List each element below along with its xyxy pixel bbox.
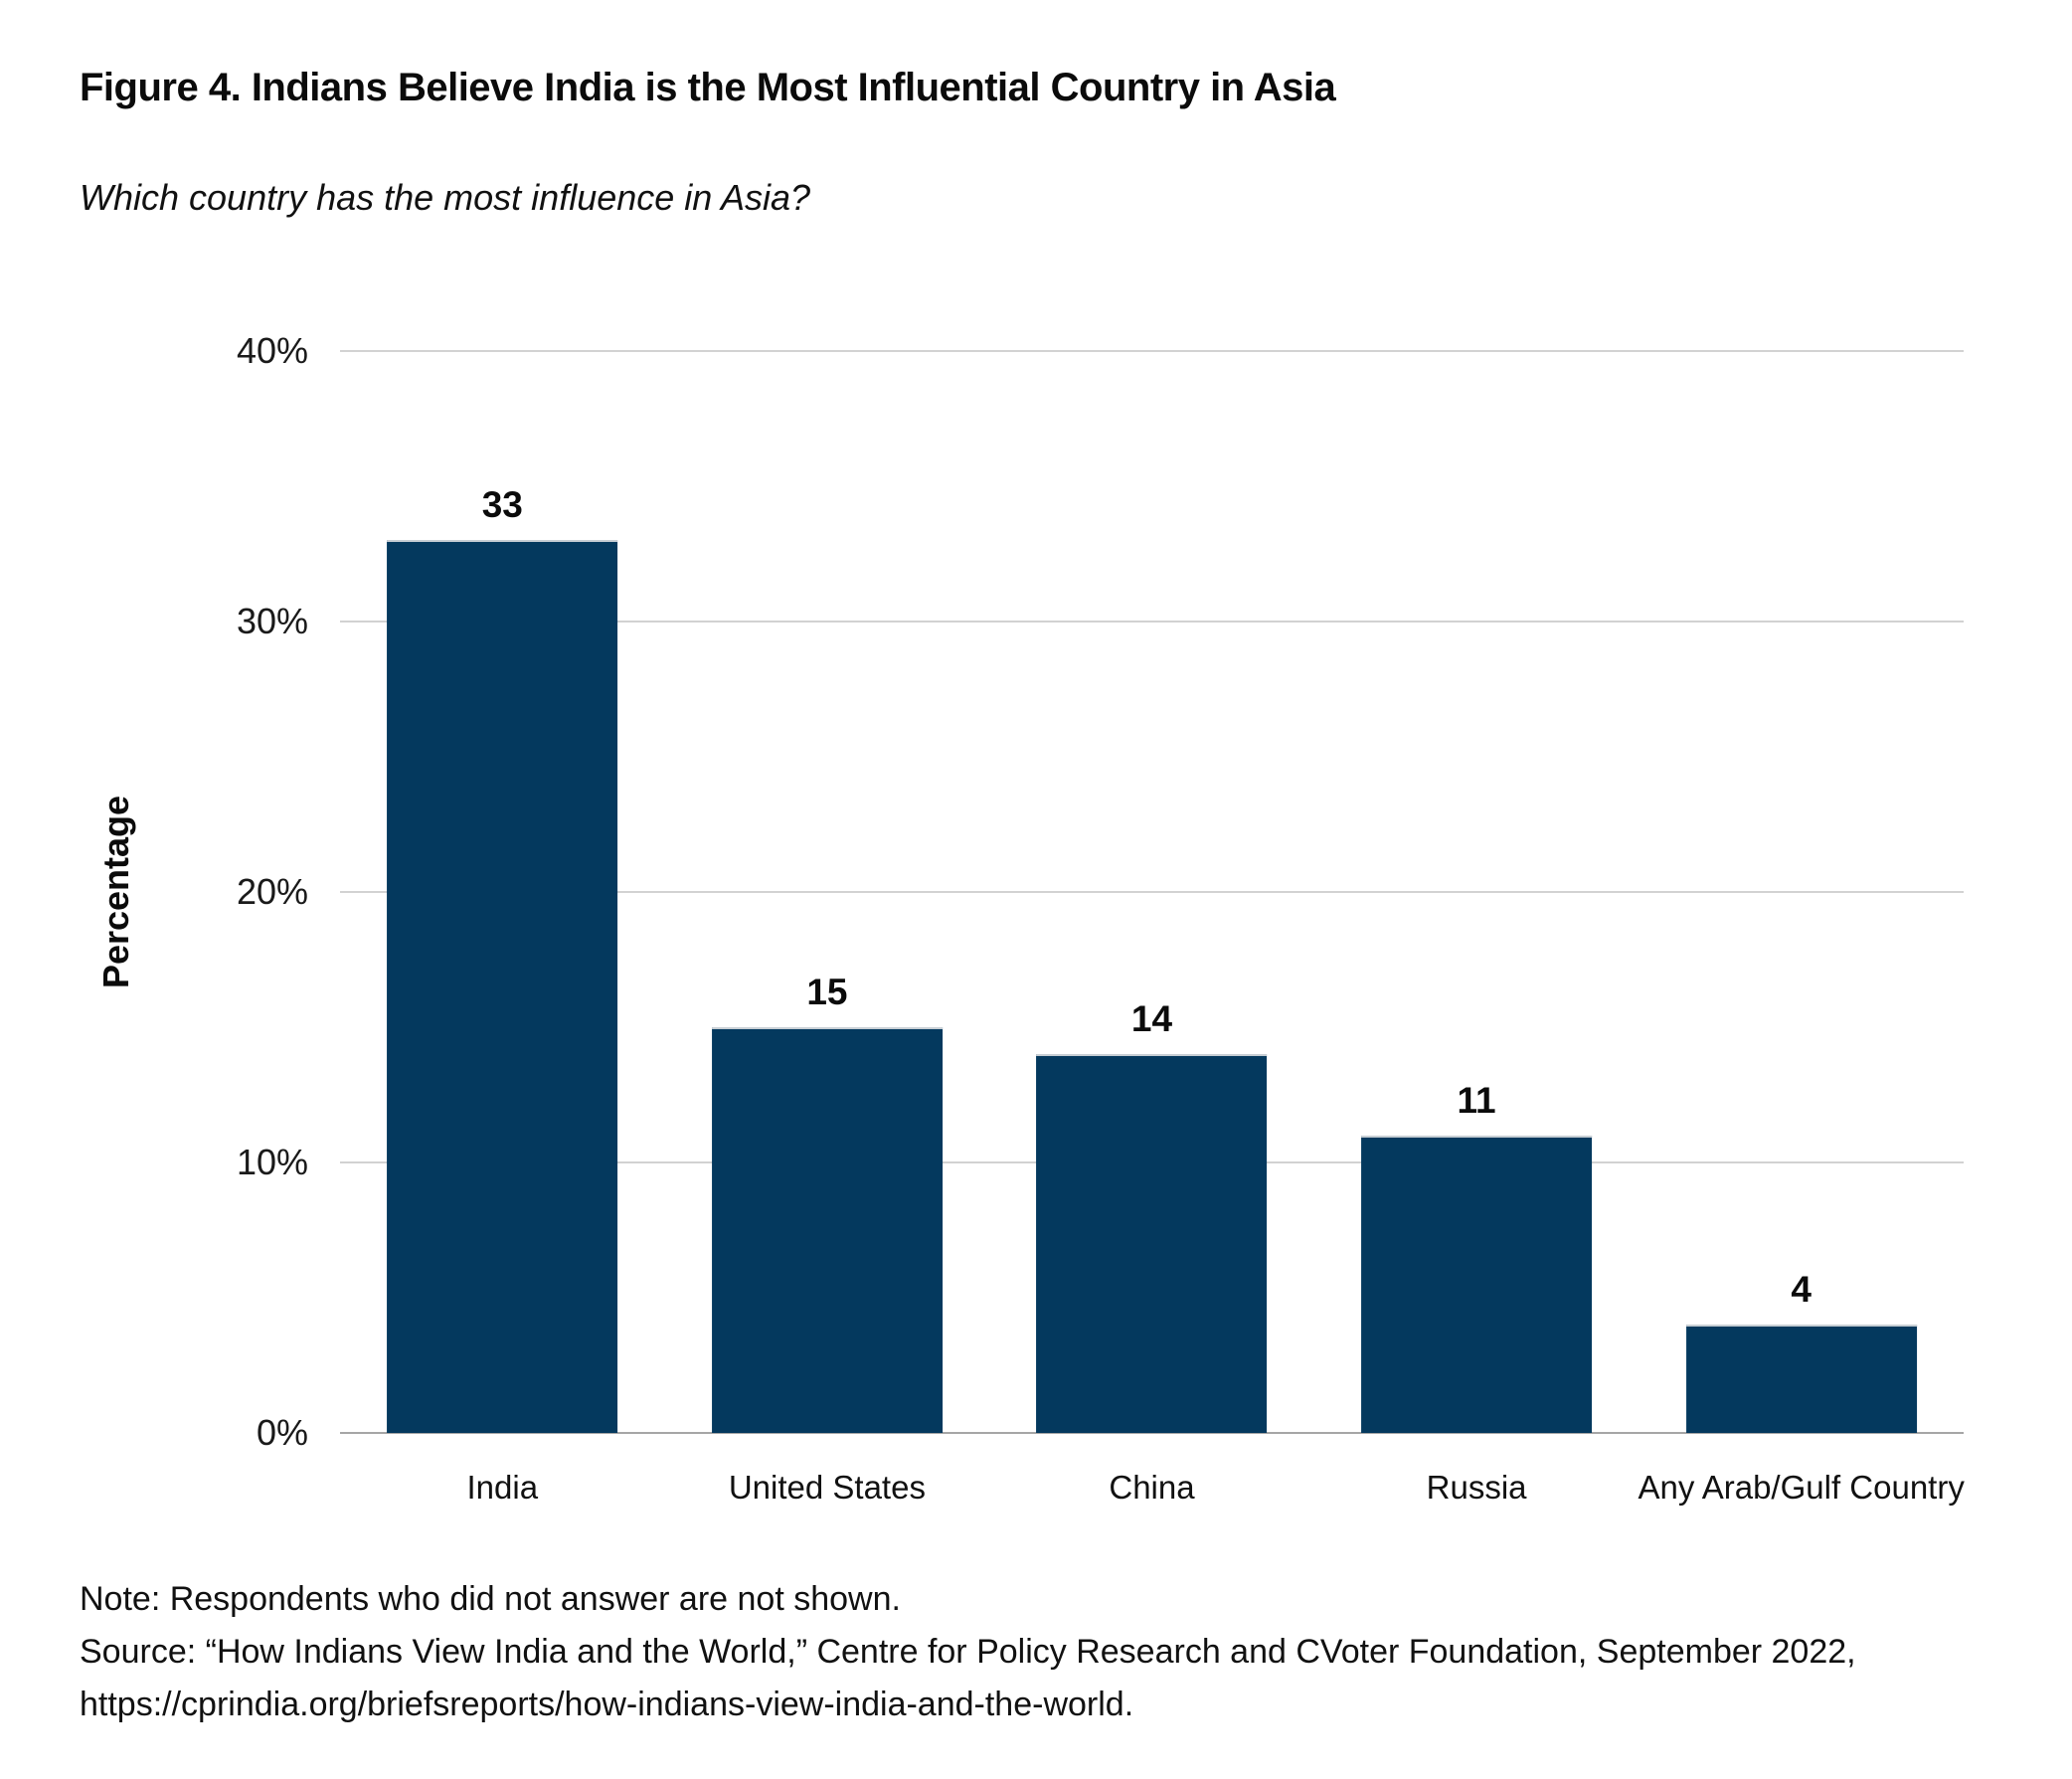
gridline-20 xyxy=(340,891,1964,893)
bar-slot-0: 33 India xyxy=(340,351,665,1506)
y-tick-label-40: 40% xyxy=(236,330,308,371)
bar-3 xyxy=(1361,1135,1593,1433)
figure-subtitle: Which country has the most influence in … xyxy=(80,177,811,218)
figure-title: Figure 4. Indians Believe India is the M… xyxy=(80,66,1336,109)
bar-slot-1: 15 United States xyxy=(665,351,990,1506)
y-tick-label-30: 30% xyxy=(236,601,308,641)
bar-1 xyxy=(711,1027,943,1433)
source-url: https://cprindia.org/briefsreports/how-i… xyxy=(80,1686,1134,1723)
y-axis-tick-labels: 0% 10% 20% 30% 40% xyxy=(0,330,308,1453)
x-category-label-3: Russia xyxy=(1426,1469,1527,1506)
plot-area: 33 India 15 United States 14 China 11 Russia 4 An… xyxy=(340,350,1965,1506)
bar-slot-2: 14 China xyxy=(989,351,1314,1506)
bar-value-label-4: 4 xyxy=(1791,1269,1812,1311)
figure-notes: Note: Respondents who did not answer are… xyxy=(80,1573,1856,1731)
x-category-label-1: United States xyxy=(728,1469,926,1506)
bar-2 xyxy=(1036,1054,1268,1433)
gridline-0 xyxy=(340,1432,1964,1434)
x-category-label-4: Any Arab/Gulf Country xyxy=(1638,1469,1965,1506)
gridline-30 xyxy=(340,621,1964,623)
note-line: Note: Respondents who did not answer are… xyxy=(80,1580,901,1618)
x-category-label-2: China xyxy=(1109,1469,1195,1506)
bar-value-label-0: 33 xyxy=(481,484,523,526)
bar-slot-4: 4 Any Arab/Gulf Country xyxy=(1639,351,1965,1506)
source-line: Source: “How Indians View India and the … xyxy=(80,1633,1856,1671)
bar-4 xyxy=(1685,1325,1917,1433)
y-tick-label-20: 20% xyxy=(236,871,308,912)
bar-series: 33 India 15 United States 14 China 11 Russia 4 An… xyxy=(340,351,1965,1506)
bar-value-label-1: 15 xyxy=(806,972,848,1012)
bar-0 xyxy=(387,540,618,1433)
bar-slot-3: 11 Russia xyxy=(1314,351,1640,1506)
y-tick-label-10: 10% xyxy=(236,1142,308,1182)
gridline-40 xyxy=(340,350,1964,352)
bar-value-label-3: 11 xyxy=(1457,1079,1496,1121)
bar-value-label-2: 14 xyxy=(1130,998,1173,1040)
x-category-label-0: India xyxy=(466,1469,539,1506)
y-tick-label-0: 0% xyxy=(256,1412,308,1453)
